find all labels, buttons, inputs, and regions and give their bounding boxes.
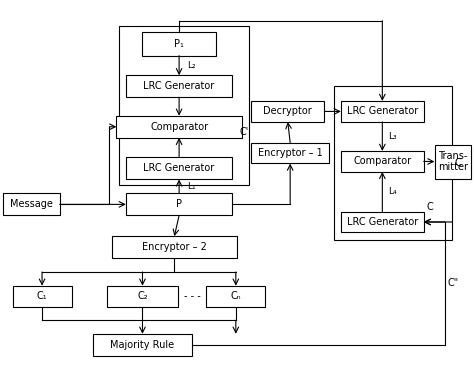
Text: L₄: L₄ [388, 187, 397, 196]
Text: L₂: L₂ [187, 61, 195, 70]
Bar [143, 32, 216, 55]
Text: C": C" [447, 279, 458, 288]
Bar [112, 236, 237, 258]
Bar [93, 334, 192, 356]
Text: Message: Message [10, 200, 53, 209]
Bar [3, 193, 60, 215]
Bar [119, 27, 249, 185]
Text: Majority Rule: Majority Rule [110, 340, 174, 350]
Text: C: C [455, 158, 461, 168]
Bar [126, 157, 232, 179]
Text: - - -: - - - [184, 291, 201, 301]
Bar [341, 101, 424, 122]
Bar [251, 101, 324, 122]
Text: Encryptor – 2: Encryptor – 2 [142, 242, 207, 252]
Text: LRC Generator: LRC Generator [144, 163, 215, 173]
Text: C': C' [239, 127, 249, 137]
Text: P: P [176, 200, 182, 209]
Text: Decryptor: Decryptor [264, 106, 312, 116]
Text: L₃: L₃ [388, 132, 397, 141]
Bar [334, 86, 452, 240]
Text: P₁: P₁ [174, 39, 184, 49]
Text: LRC Generator: LRC Generator [346, 217, 418, 227]
Text: Encryptor – 1: Encryptor – 1 [258, 148, 322, 158]
Bar [126, 75, 232, 97]
Text: C₁: C₁ [37, 291, 47, 301]
Bar [435, 144, 472, 179]
Bar [126, 193, 232, 215]
Text: Trans-
mitter: Trans- mitter [438, 151, 468, 173]
Bar [206, 286, 265, 307]
Text: Comparator: Comparator [150, 122, 208, 132]
Text: Cₙ: Cₙ [230, 291, 241, 301]
Text: LRC Generator: LRC Generator [346, 106, 418, 116]
Bar [341, 151, 424, 172]
Bar [251, 142, 329, 163]
Bar [12, 286, 72, 307]
Bar [341, 212, 424, 233]
Bar [117, 116, 242, 138]
Bar [107, 286, 178, 307]
Text: C₂: C₂ [137, 291, 148, 301]
Text: L₁: L₁ [187, 182, 195, 191]
Text: C: C [426, 202, 433, 212]
Text: Comparator: Comparator [353, 157, 411, 166]
Text: LRC Generator: LRC Generator [144, 81, 215, 91]
